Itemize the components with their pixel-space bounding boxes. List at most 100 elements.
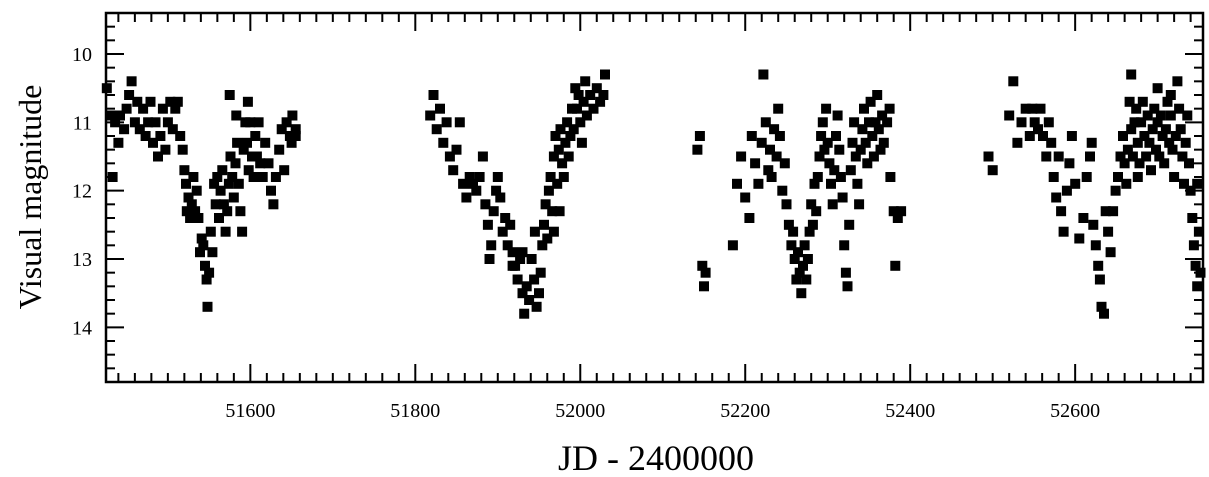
data-point: [155, 131, 166, 141]
data-point: [537, 240, 548, 251]
data-point: [600, 69, 610, 80]
data-point: [286, 137, 297, 148]
data-point: [807, 219, 818, 230]
data-point: [157, 103, 168, 114]
data-point: [840, 267, 851, 278]
data-point: [529, 274, 540, 285]
data-point: [534, 288, 544, 299]
data-point: [888, 206, 899, 217]
data-point: [562, 117, 573, 128]
data-point: [558, 172, 569, 182]
data-point: [1108, 206, 1119, 217]
data-point: [1172, 76, 1183, 87]
data-point: [223, 178, 234, 189]
data-point: [857, 124, 868, 135]
data-point: [500, 213, 511, 223]
data-point: [1122, 144, 1133, 155]
data-point: [488, 206, 499, 217]
data-point: [539, 219, 549, 230]
x-tick-label: 52400: [885, 400, 935, 422]
data-point: [548, 226, 559, 237]
data-point: [769, 124, 780, 135]
data-point: [548, 151, 559, 162]
data-point: [526, 254, 537, 264]
data-point: [598, 90, 609, 100]
data-point: [875, 144, 886, 155]
data-point: [773, 103, 784, 114]
data-point: [279, 165, 290, 176]
data-point: [529, 226, 540, 237]
data-point: [779, 158, 790, 169]
data-point: [760, 117, 771, 128]
data-point: [878, 137, 889, 148]
data-point: [1038, 131, 1048, 141]
data-point: [438, 137, 449, 148]
data-point: [480, 199, 491, 210]
data-point: [694, 131, 705, 141]
data-point: [531, 301, 542, 312]
data-point: [1074, 233, 1085, 244]
data-point: [870, 117, 881, 128]
data-point: [1165, 110, 1176, 121]
data-point: [191, 185, 202, 196]
data-point: [448, 165, 459, 176]
data-point: [809, 178, 820, 189]
data-point: [474, 172, 485, 182]
data-point: [763, 165, 774, 176]
data-point: [864, 117, 874, 128]
data-point: [873, 124, 884, 135]
data-point: [865, 96, 876, 107]
data-point: [281, 117, 292, 128]
data-point: [235, 206, 246, 217]
data-point: [1053, 151, 1064, 162]
data-point: [788, 226, 799, 237]
data-point: [220, 226, 231, 237]
data-point: [428, 90, 439, 100]
data-point: [471, 185, 482, 196]
data-point: [560, 137, 571, 148]
data-point: [524, 295, 535, 305]
data-point: [105, 110, 116, 121]
data-point: [495, 192, 506, 203]
data-point: [1167, 144, 1178, 155]
data-point: [202, 301, 213, 312]
data-point: [1086, 137, 1097, 148]
data-point: [1046, 137, 1057, 148]
data-point: [425, 110, 436, 121]
data-point: [248, 172, 259, 182]
data-point: [1033, 124, 1043, 135]
data-point: [867, 131, 878, 141]
data-point: [150, 117, 161, 128]
data-point: [464, 172, 475, 182]
data-point: [204, 267, 215, 278]
data-point: [1184, 158, 1194, 169]
data-point: [585, 90, 596, 100]
data-point: [777, 185, 788, 196]
data-point: [799, 240, 810, 251]
data-point: [793, 247, 803, 258]
data-point: [270, 172, 281, 182]
data-point: [781, 199, 792, 210]
data-point: [515, 254, 526, 264]
data-point: [697, 260, 708, 271]
data-point: [179, 165, 190, 176]
data-point: [1179, 178, 1189, 189]
data-point: [849, 117, 860, 128]
data-point: [1061, 185, 1072, 196]
data-point: [827, 199, 838, 210]
data-point: [217, 165, 228, 176]
y-tick-label: 14: [72, 317, 92, 339]
data-point: [1041, 151, 1052, 162]
data-point: [576, 137, 587, 148]
data-point: [491, 185, 502, 196]
x-tick-label: 52600: [1050, 400, 1100, 422]
data-point: [983, 151, 994, 162]
data-point: [727, 240, 738, 251]
data-point: [811, 206, 822, 217]
data-point: [1147, 124, 1158, 135]
data-point: [193, 213, 204, 223]
data-point: [588, 103, 599, 114]
data-point: [502, 240, 513, 251]
axis-ticks: [106, 12, 1203, 383]
